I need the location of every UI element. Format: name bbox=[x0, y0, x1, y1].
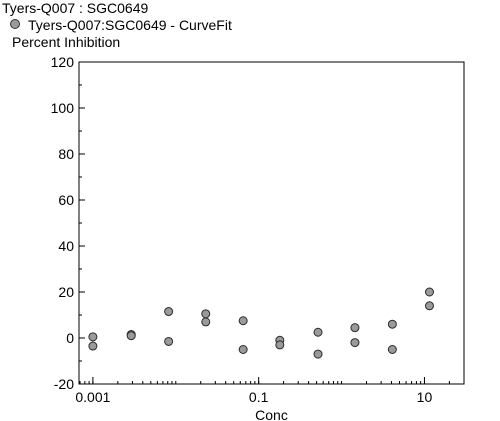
y-tick-label: 60 bbox=[58, 192, 74, 208]
data-point bbox=[275, 340, 285, 350]
y-axis-label: Percent Inhibition bbox=[12, 34, 121, 50]
data-point bbox=[350, 323, 360, 333]
chart-title: Tyers-Q007 : SGC0649 bbox=[2, 0, 149, 16]
y-tick-label: 100 bbox=[51, 100, 75, 116]
x-tick-label: 0.001 bbox=[75, 389, 110, 405]
data-point bbox=[313, 349, 323, 359]
legend-label: Tyers-Q007:SGC0649 - CurveFit bbox=[28, 17, 232, 33]
y-tick-label: 0 bbox=[66, 330, 74, 346]
data-point bbox=[238, 316, 248, 326]
x-tick-label: 10 bbox=[417, 389, 433, 405]
data-point bbox=[88, 341, 98, 351]
data-point bbox=[238, 345, 248, 354]
data-point bbox=[126, 331, 136, 341]
data-point bbox=[350, 338, 360, 348]
y-tick-label: 80 bbox=[58, 146, 74, 162]
y-tick-label: 120 bbox=[51, 54, 75, 70]
plot-frame bbox=[78, 61, 465, 385]
data-point bbox=[164, 307, 174, 317]
data-point bbox=[88, 332, 98, 342]
x-axis-label: Conc bbox=[255, 407, 288, 421]
x-tick-label: 0.1 bbox=[249, 389, 269, 405]
legend-marker bbox=[10, 19, 20, 29]
y-tick-label: 40 bbox=[58, 238, 74, 254]
data-point bbox=[201, 317, 211, 327]
legend: Tyers-Q007:SGC0649 - CurveFit bbox=[10, 17, 232, 34]
data-point bbox=[164, 336, 174, 346]
data-point bbox=[424, 301, 434, 311]
data-point bbox=[201, 309, 211, 319]
data-point bbox=[387, 345, 397, 354]
data-point bbox=[424, 287, 434, 297]
y-tick-label: -20 bbox=[54, 376, 74, 392]
data-point bbox=[387, 319, 397, 329]
data-point bbox=[313, 327, 323, 337]
y-tick-label: 20 bbox=[58, 284, 74, 300]
